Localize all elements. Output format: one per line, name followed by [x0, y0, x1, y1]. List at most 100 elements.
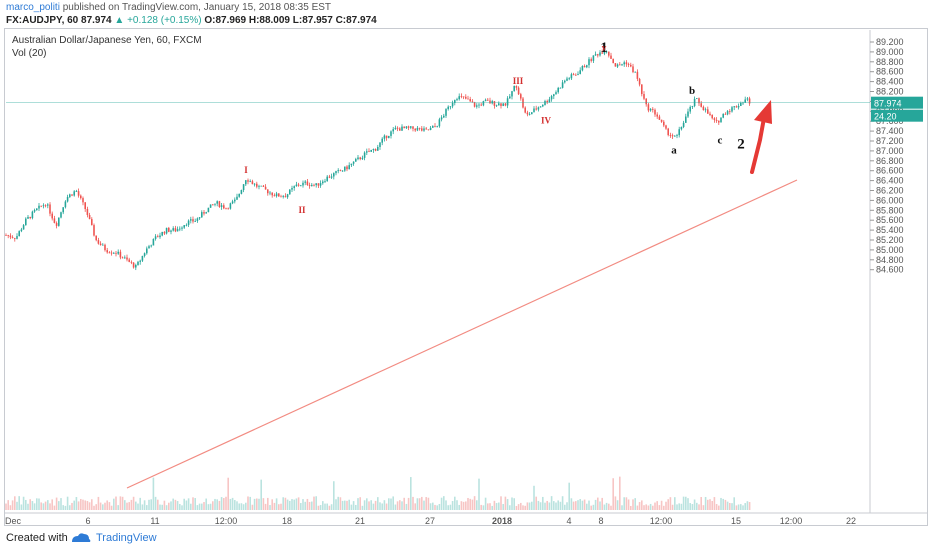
- volume-bar: [80, 499, 82, 510]
- volume-bar: [243, 504, 245, 510]
- volume-bar: [51, 499, 53, 510]
- tradingview-logo-icon[interactable]: [70, 531, 92, 548]
- candle-body: [390, 131, 392, 136]
- candle-body: [252, 181, 254, 184]
- y-tick-label: 88.800: [876, 57, 904, 67]
- volume-bar: [315, 496, 317, 510]
- volume-bar: [650, 504, 652, 510]
- volume-bar: [366, 498, 368, 510]
- volume-bar: [412, 497, 414, 510]
- candle-body: [78, 191, 80, 196]
- volume-bar: [452, 501, 454, 510]
- candle-body: [219, 201, 221, 207]
- volume-bar: [120, 496, 122, 510]
- candle-body: [258, 186, 260, 187]
- volume-bar: [417, 498, 419, 510]
- candle-body: [507, 98, 509, 105]
- y-tick-label: 89.200: [876, 37, 904, 47]
- y-tick-label: 85.600: [876, 215, 904, 225]
- candle-body: [529, 114, 531, 115]
- volume-bar: [177, 501, 179, 510]
- tradingview-brand-link[interactable]: TradingView: [96, 532, 157, 544]
- volume-bar: [322, 501, 324, 510]
- volume-bar: [524, 506, 526, 510]
- volume-bar: [454, 497, 456, 510]
- volume-bar: [230, 499, 232, 510]
- volume-bar: [507, 499, 509, 510]
- volume-bar: [566, 502, 568, 510]
- candle-body: [249, 181, 251, 182]
- candle-body: [575, 75, 577, 76]
- volume-bar: [260, 480, 262, 510]
- candle-body: [359, 157, 361, 159]
- volume-bar: [106, 500, 108, 510]
- volume-bar: [36, 498, 38, 510]
- candle-body: [582, 66, 584, 70]
- volume-bar: [619, 477, 621, 510]
- wave-label-a: a: [671, 144, 677, 156]
- candle-body: [476, 105, 478, 106]
- candle-body: [560, 88, 562, 89]
- x-tick-label: 4: [566, 516, 571, 526]
- candle-body: [628, 64, 630, 65]
- y-tick-label: 86.200: [876, 186, 904, 196]
- candle-body: [654, 110, 656, 115]
- price-chart[interactable]: 89.20089.00088.80088.60088.40088.20088.0…: [0, 0, 932, 528]
- volume-bar: [469, 499, 471, 510]
- candle-body: [738, 106, 740, 107]
- candle-body: [434, 126, 436, 127]
- volume-bar: [102, 504, 104, 510]
- volume-bar: [67, 497, 69, 510]
- volume-bar: [276, 498, 278, 510]
- candle-body: [302, 183, 304, 186]
- volume-bar: [56, 498, 58, 510]
- candle-body: [740, 103, 742, 106]
- volume-bar: [551, 496, 553, 510]
- candle-body: [621, 64, 623, 65]
- candle-body: [212, 204, 214, 205]
- volume-bar: [505, 497, 507, 510]
- candle-body: [27, 217, 29, 219]
- volume-bar: [335, 499, 337, 510]
- candle-body: [502, 104, 504, 106]
- candle-body: [357, 157, 359, 159]
- wave-label-I: I: [244, 165, 248, 175]
- candle-body: [665, 125, 667, 128]
- candle-body: [29, 217, 31, 218]
- volume-bar: [43, 503, 45, 510]
- candle-body: [700, 103, 702, 107]
- candle-body: [243, 184, 245, 190]
- volume-bar: [32, 501, 34, 510]
- volume-bar: [414, 503, 416, 510]
- candle-body: [16, 236, 18, 239]
- candle-body: [410, 126, 412, 127]
- candle-body: [557, 88, 559, 92]
- volume-bar: [342, 501, 344, 510]
- volume-bar: [742, 505, 744, 510]
- candle-body: [135, 265, 137, 268]
- volume-bar: [487, 503, 489, 510]
- volume-bar: [540, 502, 542, 510]
- volume-bar: [38, 499, 40, 510]
- volume-bar: [364, 500, 366, 510]
- volume-bar: [186, 501, 188, 510]
- candle-body: [54, 218, 56, 223]
- volume-bar: [577, 500, 579, 510]
- created-with-label: Created with: [6, 532, 68, 544]
- candle-body: [414, 129, 416, 131]
- candle-body: [711, 115, 713, 118]
- candle-body: [56, 223, 58, 226]
- candle-body: [159, 236, 161, 238]
- wave-label-III: III: [513, 76, 524, 86]
- candle-body: [370, 150, 372, 152]
- volume-bar: [58, 501, 60, 510]
- volume-bar: [340, 497, 342, 510]
- volume-bar: [54, 506, 56, 510]
- candle-body: [386, 136, 388, 138]
- candle-body: [443, 116, 445, 118]
- volume-bar: [359, 497, 361, 510]
- candle-body: [313, 185, 315, 186]
- volume-bar: [100, 503, 102, 510]
- volume-bar: [357, 498, 359, 510]
- volume-bar: [542, 497, 544, 510]
